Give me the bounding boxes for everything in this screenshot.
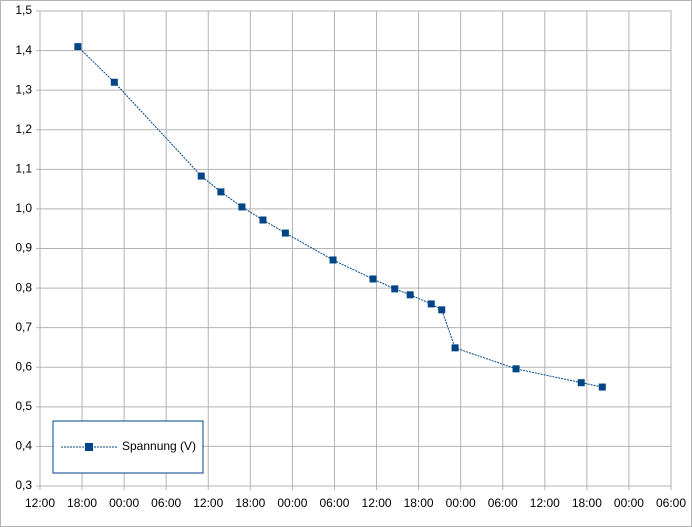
data-point [512, 365, 520, 373]
x-tick-label: 12:00 [362, 496, 392, 510]
x-tick-label: 18:00 [235, 496, 265, 510]
y-tick-label: 1,2 [15, 122, 32, 136]
y-tick-label: 0,4 [15, 439, 32, 453]
data-point [451, 344, 459, 352]
y-tick-label: 0,5 [15, 399, 32, 413]
y-tick-label: 0,3 [15, 478, 32, 492]
x-tick-label: 12:00 [530, 496, 560, 510]
data-point [577, 379, 585, 387]
data-point [259, 216, 267, 224]
data-point [74, 43, 82, 51]
x-tick-label: 12:00 [193, 496, 223, 510]
x-tick-label: 18:00 [572, 496, 602, 510]
y-tick-label: 1,1 [15, 162, 32, 176]
y-tick-label: 0,9 [15, 241, 32, 255]
y-tick-label: 1,3 [15, 82, 32, 96]
y-tick-label: 1,4 [15, 43, 32, 57]
x-tick-label: 00:00 [109, 496, 139, 510]
x-tick-label: 12:00 [25, 496, 55, 510]
data-point [391, 285, 399, 293]
y-tick-label: 0,6 [15, 359, 32, 373]
data-point [406, 291, 414, 299]
data-point [598, 383, 606, 391]
x-tick-label: 06:00 [656, 496, 686, 510]
data-point [238, 203, 246, 211]
x-tick-label: 18:00 [67, 496, 97, 510]
data-point [427, 300, 435, 308]
x-tick-label: 00:00 [446, 496, 476, 510]
y-tick-label: 1,5 [15, 3, 32, 17]
x-tick-label: 00:00 [277, 496, 307, 510]
y-tick-label: 1,0 [15, 201, 32, 215]
data-point [329, 256, 337, 264]
x-tick-label: 00:00 [614, 496, 644, 510]
legend-label: Spannung (V) [122, 439, 196, 453]
y-tick-label: 0,8 [15, 280, 32, 294]
plot-frame [39, 10, 672, 487]
data-point [281, 229, 289, 237]
x-tick-label: 06:00 [151, 496, 181, 510]
x-tick-label: 06:00 [319, 496, 349, 510]
x-tick-label: 18:00 [404, 496, 434, 510]
y-tick-label: 0,7 [15, 320, 32, 334]
data-point [217, 188, 225, 196]
data-point [197, 172, 205, 180]
legend-marker [85, 443, 93, 451]
data-point [369, 275, 377, 283]
x-tick-label: 06:00 [488, 496, 518, 510]
data-point [110, 78, 118, 86]
data-point [438, 306, 446, 314]
